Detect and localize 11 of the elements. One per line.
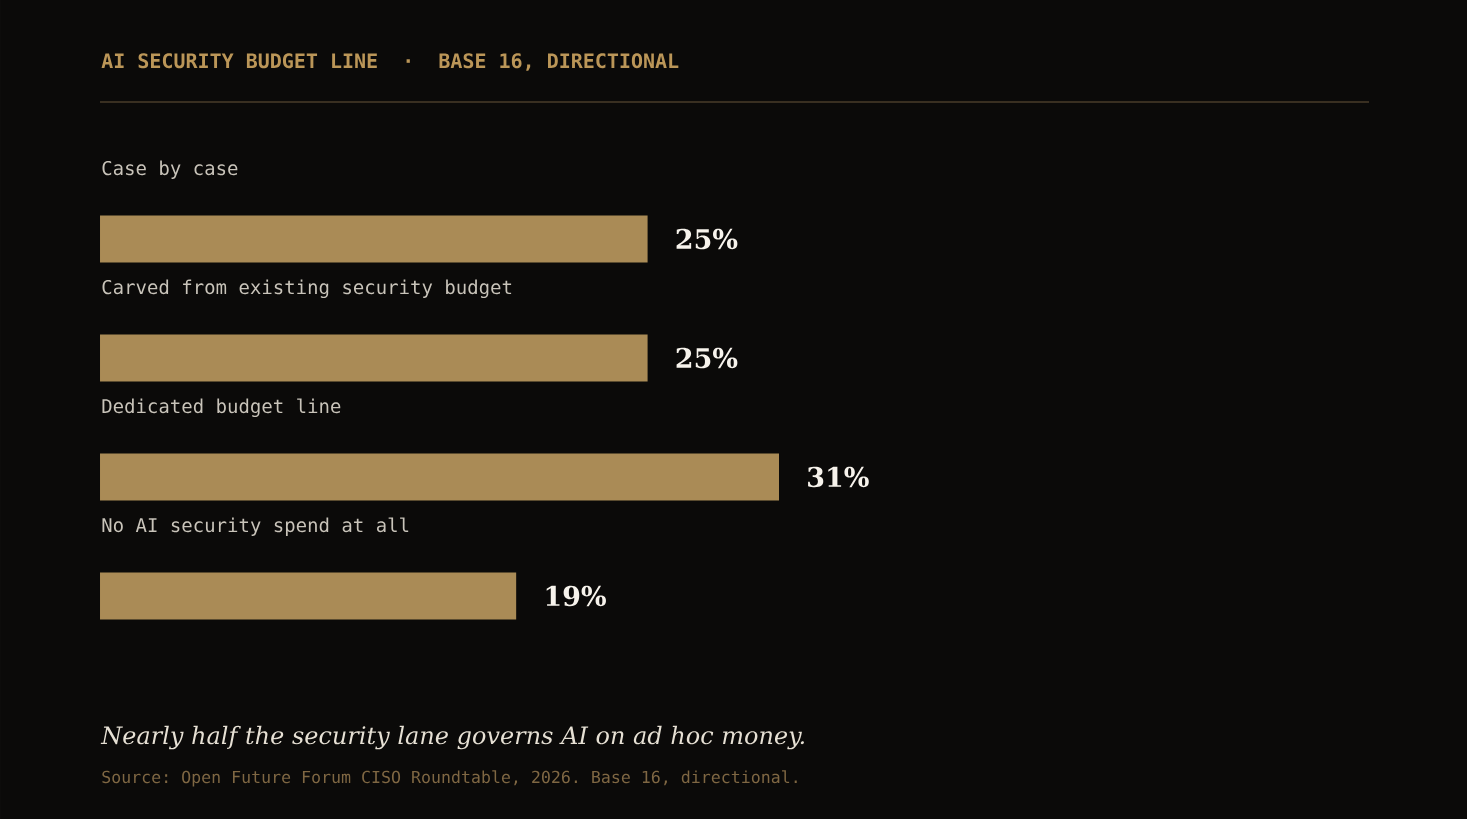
data-label: 25% bbox=[676, 347, 738, 369]
y-tick-label: Carved from existing security budget bbox=[102, 279, 512, 299]
y-tick-label: Dedicated budget line bbox=[102, 398, 341, 418]
y-tick-label: Case by case bbox=[102, 160, 238, 179]
text: Nearly half the security lane governs AI on ad hoc money. bbox=[100, 725, 804, 750]
data-label: 25% bbox=[676, 228, 738, 250]
data-label: 31% bbox=[808, 466, 869, 488]
y-tick-label: No AI security spend at all bbox=[102, 517, 409, 536]
data-label: 19% bbox=[546, 585, 606, 607]
source-note: Source: Open Future Forum CISO Roundtable, 2026. Base 16, directional. bbox=[102, 770, 797, 787]
chart-title: AI SECURITY BUDGET LINE · BASE 16, DIRECTIONAL bbox=[101, 53, 679, 71]
